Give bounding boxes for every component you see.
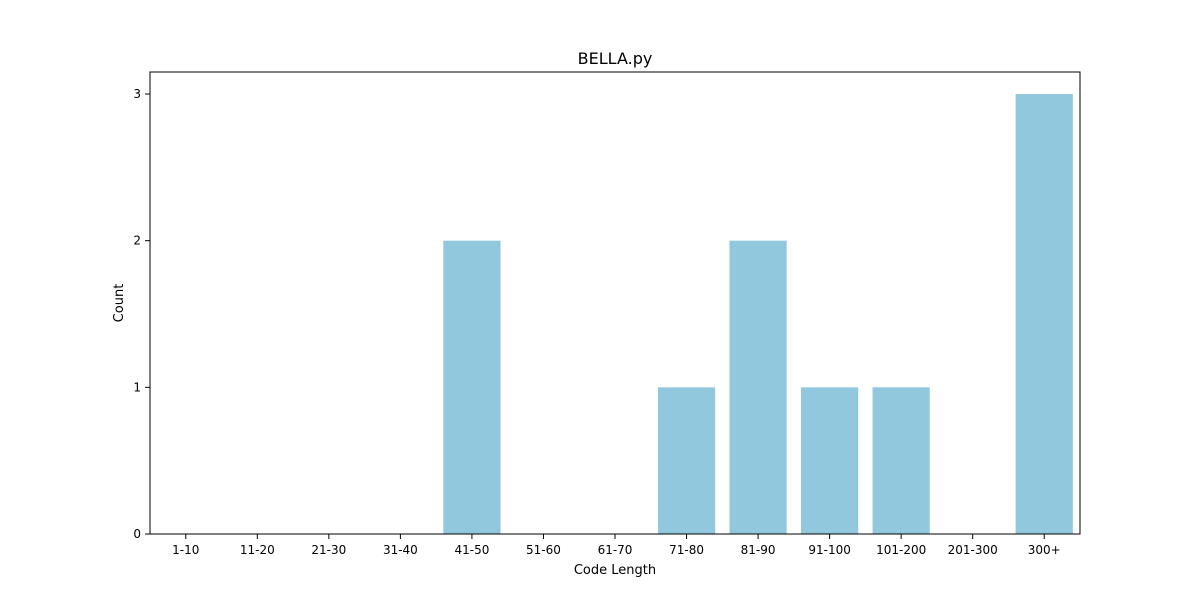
bar-81-90: [729, 240, 787, 534]
x-tick-label: 1-10: [172, 543, 199, 557]
x-tick-label: 300+: [1028, 543, 1061, 557]
x-tick-label: 21-30: [311, 543, 346, 557]
x-tick-label: 11-20: [240, 543, 275, 557]
bar-91-100: [801, 387, 859, 534]
chart-title: BELLA.py: [578, 49, 653, 68]
bars-group: [443, 94, 1073, 534]
x-tick-label: 81-90: [741, 543, 776, 557]
y-axis-label: Count: [112, 284, 127, 323]
x-tick-label: 51-60: [526, 543, 561, 557]
x-axis-label: Code Length: [574, 563, 656, 578]
bar-71-80: [657, 387, 716, 534]
x-axis-ticks: 1-10 11-20 21-30 31-40 41-50 51-60 61-70 71-80 8…: [172, 534, 1061, 557]
bar-300+: [1015, 94, 1073, 534]
y-tick-label: 2: [133, 234, 141, 248]
x-tick-label: 91-100: [808, 543, 851, 557]
x-tick-label: 201-300: [948, 543, 998, 557]
x-tick-label: 61-70: [598, 543, 633, 557]
x-tick-label: 71-80: [669, 543, 704, 557]
x-tick-label: 31-40: [383, 543, 418, 557]
y-axis-ticks: 0 1 2 3: [133, 87, 150, 541]
x-tick-label: 41-50: [454, 543, 489, 557]
y-tick-label: 1: [133, 380, 141, 394]
plot-frame: [149, 71, 1081, 535]
y-tick-label: 0: [133, 527, 141, 541]
y-tick-label: 3: [133, 87, 141, 101]
bar-41-50: [443, 240, 501, 534]
x-tick-label: 101-200: [876, 543, 926, 557]
bar-101-200: [872, 387, 930, 534]
